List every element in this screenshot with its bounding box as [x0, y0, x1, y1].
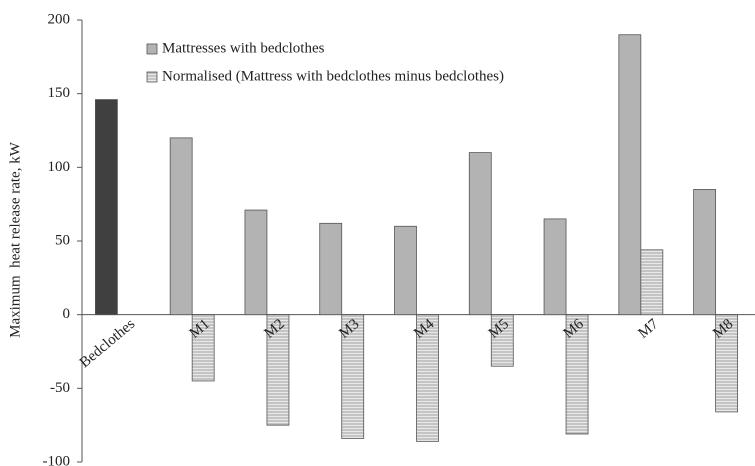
bar [394, 225, 417, 316]
legend-swatch [146, 43, 158, 55]
bar [468, 152, 492, 316]
bar [319, 222, 343, 316]
legend-swatch [146, 71, 158, 83]
x-tick-label: Bedclothes [77, 316, 138, 371]
bar [244, 209, 268, 316]
legend-label: Normalised (Mattress with bedclothes min… [162, 68, 504, 84]
bar [715, 314, 739, 413]
bar [693, 189, 717, 316]
bar [640, 249, 664, 316]
bar [416, 314, 439, 442]
bar [94, 99, 118, 316]
bar [565, 314, 589, 435]
bar [490, 314, 514, 367]
bar [266, 314, 290, 426]
bar [618, 34, 642, 316]
legend-label: Mattresses with bedclothes [162, 40, 325, 56]
bar [191, 314, 215, 382]
y-tick-label: -100 [43, 453, 71, 466]
y-tick-label: -50 [50, 380, 70, 396]
y-axis-label: Maximum heat release rate, kW [7, 141, 23, 338]
y-tick-label: 50 [55, 232, 70, 248]
y-tick-label: 200 [48, 11, 71, 27]
x-tick-label: M7 [635, 316, 662, 342]
y-tick-label: 0 [63, 306, 71, 322]
bar [169, 137, 193, 316]
y-tick-label: 100 [48, 159, 71, 175]
bar [543, 218, 567, 316]
y-tick-label: 150 [48, 85, 71, 101]
bar [341, 314, 365, 439]
